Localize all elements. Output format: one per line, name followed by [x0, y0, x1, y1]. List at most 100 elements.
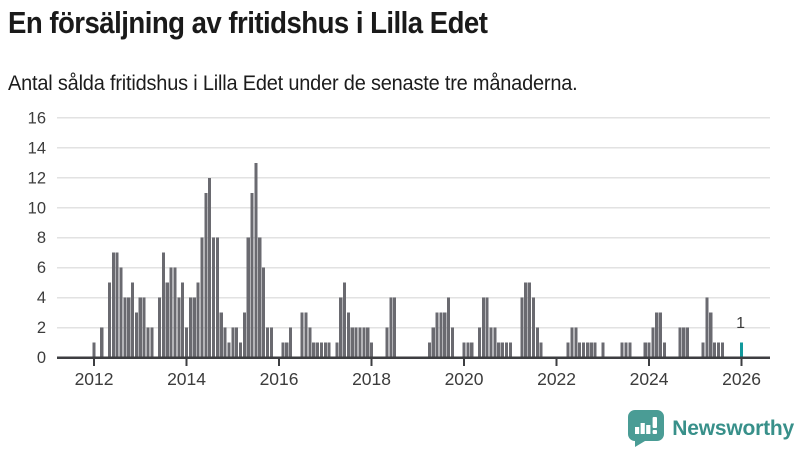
bar — [285, 342, 289, 358]
x-tick-mark — [92, 359, 96, 367]
bar — [481, 297, 485, 358]
bar — [219, 312, 223, 358]
y-tick-label: 2 — [37, 319, 46, 337]
x-tick-label: 2018 — [352, 369, 391, 389]
x-tick-label: 2016 — [260, 369, 299, 389]
bar — [493, 327, 497, 358]
bar — [662, 342, 667, 358]
bar — [115, 252, 119, 358]
bar — [92, 342, 96, 358]
bar — [659, 312, 663, 358]
bar — [713, 342, 717, 358]
bar — [158, 297, 162, 358]
y-tick-label: 14 — [28, 139, 46, 157]
bar — [450, 327, 455, 358]
bar — [362, 327, 366, 358]
bar — [100, 327, 104, 358]
bar — [524, 282, 528, 358]
x-tick-mark — [185, 359, 188, 367]
bar — [161, 252, 165, 358]
x-tick-label: 2024 — [630, 369, 669, 389]
gridline — [57, 326, 770, 329]
bar — [146, 327, 150, 358]
bar — [447, 297, 451, 358]
logo-bars-glyph — [635, 417, 658, 434]
gridline — [57, 236, 770, 239]
bar — [389, 297, 393, 358]
bar — [393, 297, 397, 358]
x-tick-mark — [647, 359, 651, 367]
bar — [204, 192, 208, 358]
gridlines — [57, 117, 770, 329]
bar — [686, 327, 690, 358]
bar — [528, 282, 532, 358]
y-tick-label: 10 — [28, 199, 46, 217]
bar — [339, 297, 343, 358]
bar — [520, 297, 524, 358]
x-tick-label: 2026 — [722, 369, 761, 389]
bar — [439, 312, 443, 358]
bar — [578, 342, 582, 358]
bar — [582, 342, 586, 358]
y-tick-label: 4 — [37, 289, 46, 307]
bar — [366, 327, 370, 358]
y-tick-label: 6 — [37, 259, 46, 277]
gridline — [57, 147, 770, 149]
bar — [289, 327, 293, 358]
bar — [181, 282, 185, 358]
bar — [620, 342, 624, 358]
x-tick-mark — [462, 359, 466, 367]
bar — [701, 342, 705, 358]
bar — [192, 297, 196, 358]
bar — [574, 327, 578, 358]
bar — [111, 252, 115, 358]
y-tick-label: 12 — [28, 169, 46, 187]
bar — [211, 237, 216, 358]
bar — [327, 342, 331, 358]
bar — [678, 327, 682, 358]
bar — [343, 282, 347, 358]
bar — [223, 327, 227, 358]
bar — [647, 342, 651, 358]
x-tick-mark — [277, 359, 281, 367]
bar — [508, 342, 512, 358]
gridline — [57, 266, 770, 269]
bar — [323, 342, 327, 358]
bar — [535, 327, 539, 358]
bar — [231, 327, 235, 358]
gridline — [57, 117, 770, 119]
bar — [107, 282, 112, 358]
bar — [643, 342, 647, 358]
bar — [127, 297, 131, 358]
bars-group — [92, 162, 744, 358]
brand-footer: Newsworthy — [628, 410, 794, 447]
x-axis-labels: 2012 2014 2016 2018 2020 2022 2024 2026 — [75, 369, 761, 389]
x-tick-label: 2012 — [75, 369, 114, 389]
bar — [531, 297, 535, 358]
bar — [242, 312, 246, 358]
brand-name: Newsworthy — [672, 416, 794, 440]
bar — [477, 327, 482, 358]
bar — [177, 297, 181, 358]
bar — [173, 267, 177, 358]
bar — [208, 177, 212, 358]
newsworthy-logo-icon — [628, 410, 665, 447]
bar — [165, 282, 169, 358]
bar — [705, 297, 709, 358]
bar — [238, 342, 243, 358]
bar — [350, 327, 354, 358]
bar — [385, 327, 389, 358]
bar — [312, 342, 316, 358]
bar — [682, 327, 686, 358]
bar — [185, 327, 189, 358]
bar — [504, 342, 509, 358]
latest-value-annotation: 1 — [736, 315, 745, 332]
bar — [601, 342, 605, 358]
x-axis — [57, 356, 770, 367]
bar — [262, 267, 266, 358]
bar — [150, 327, 154, 358]
bar — [308, 327, 312, 358]
gridline — [57, 177, 770, 179]
bar — [304, 312, 308, 358]
